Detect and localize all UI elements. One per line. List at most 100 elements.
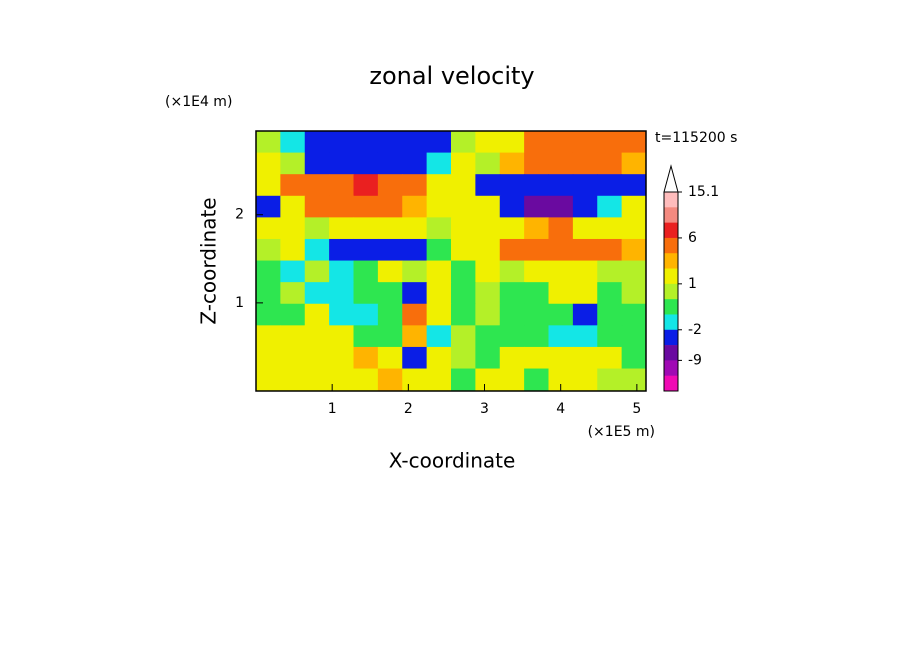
contour-cell (256, 238, 281, 262)
y-unit: (×1E4 m) (165, 94, 232, 110)
contour-cell (256, 217, 281, 240)
contour-cell (377, 217, 403, 240)
contour-cell (499, 217, 525, 240)
contour-cell (353, 260, 379, 283)
contour-cell (475, 260, 501, 283)
colorbar-swatch (664, 237, 678, 254)
contour-cell (475, 217, 501, 240)
contour-cell (451, 325, 476, 348)
contour-cell (451, 238, 476, 262)
contour-cell (597, 131, 623, 154)
contour-cell (572, 152, 598, 175)
contour-cell (499, 346, 525, 370)
contour-cell (499, 282, 525, 305)
contour-cell (621, 152, 646, 175)
contour-cell (280, 346, 306, 370)
y-tick-label: 2 (235, 207, 244, 223)
contour-cell (353, 195, 379, 218)
contour-cell (280, 174, 306, 197)
contour-cell (524, 152, 549, 175)
contour-cell (426, 238, 452, 262)
contour-cell (499, 152, 525, 175)
contour-cell (572, 346, 598, 370)
contour-cell (402, 152, 428, 175)
contour-cell (499, 174, 525, 197)
contour-cell (548, 325, 574, 348)
contour-cell (402, 260, 428, 283)
contour-cell (621, 282, 646, 305)
contour-cell (621, 325, 646, 348)
contour-cell (499, 260, 525, 283)
contour-cell (597, 238, 623, 262)
contour-cell (304, 152, 330, 175)
contour-cell (329, 325, 354, 348)
contour-cell (304, 325, 330, 348)
plot-frame (255, 130, 647, 392)
contour-cell (597, 195, 623, 218)
chart-title: zonal velocity (369, 62, 534, 90)
contour-cell (621, 238, 646, 262)
contour-cell (329, 195, 354, 218)
contour-cell (524, 346, 549, 370)
contour-cell (621, 174, 646, 197)
contour-cell (524, 195, 549, 218)
contour-cell (548, 195, 574, 218)
contour-cell (329, 346, 354, 370)
contour-cell (597, 303, 623, 326)
contour-cell (451, 282, 476, 305)
contour-cell (329, 238, 354, 262)
contour-cell (280, 238, 306, 262)
y-tick-label: 1 (235, 295, 244, 311)
contour-cell (304, 131, 330, 154)
contour-cell (377, 260, 403, 283)
colorbar-swatch (664, 207, 678, 223)
contour-cell (377, 152, 403, 175)
contour-cell (475, 131, 501, 154)
contour-cell (524, 174, 549, 197)
contour-cell (329, 260, 354, 283)
contour-cell (475, 303, 501, 326)
colorbar-swatch (664, 375, 678, 392)
contour-cell (548, 368, 574, 391)
contour-cell (597, 260, 623, 283)
contour-cell (377, 131, 403, 154)
colorbar-frame (663, 191, 679, 392)
contour-cell (572, 238, 598, 262)
contour-cell (329, 217, 354, 240)
contour-cell (499, 303, 525, 326)
contour-cell (548, 131, 574, 154)
contour-cell (377, 174, 403, 197)
contour-cell (426, 303, 452, 326)
contour-cell (597, 346, 623, 370)
contour-cell (451, 346, 476, 370)
contour-cell (621, 260, 646, 283)
contour-cell (353, 174, 379, 197)
contour-cell (329, 152, 354, 175)
contour-cell (402, 131, 428, 154)
contour-cell (280, 260, 306, 283)
contour-cell (426, 325, 452, 348)
contour-cell (475, 174, 501, 197)
colorbar-label: 1 (688, 276, 697, 292)
contour-cell (256, 152, 281, 175)
contour-cell (597, 325, 623, 348)
contour-cell (475, 238, 501, 262)
contour-cell (621, 346, 646, 370)
contour-cell (304, 217, 330, 240)
contour-cell (426, 368, 452, 391)
contour-cell (597, 217, 623, 240)
x-tick-label: 4 (556, 401, 565, 417)
contour-cell (353, 346, 379, 370)
colorbar-swatch (664, 283, 678, 300)
contour-cell (451, 260, 476, 283)
contour-cell (548, 152, 574, 175)
contour-cell (353, 152, 379, 175)
contour-cell (572, 368, 598, 391)
contour-cell (499, 195, 525, 218)
contour-cell (353, 238, 379, 262)
contour-cell (475, 368, 501, 391)
contour-cell (499, 368, 525, 391)
contour-cell (524, 217, 549, 240)
contour-cell (256, 282, 281, 305)
